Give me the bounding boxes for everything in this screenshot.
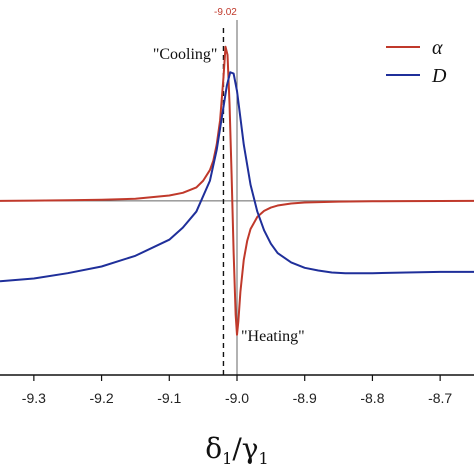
annotation-heating: "Heating" — [241, 328, 305, 345]
legend-label-d: D — [431, 65, 447, 87]
legend-label-alpha: α — [432, 37, 443, 59]
x-ticks: -9.3 -9.2 -9.1 -9.0 -8.9 -8.8 -8.7 — [22, 375, 452, 406]
series-layer — [0, 45, 474, 336]
x-tick-label: -9.1 — [157, 390, 181, 406]
x-label-sub2: 1 — [259, 449, 269, 468]
marker-label: -9.02 — [214, 7, 237, 18]
plot-area: -9.02 "Cooling" "Heating" — [0, 7, 474, 375]
x-axis-label: δ1/γ1 — [205, 432, 268, 468]
series-line-d — [0, 71, 474, 283]
series-line-alpha — [0, 45, 474, 336]
x-axis: -9.3 -9.2 -9.1 -9.0 -8.9 -8.8 -8.7 — [0, 374, 474, 406]
x-label-sep: /γ — [232, 432, 258, 465]
x-tick-label: -9.0 — [225, 390, 249, 406]
x-tick-label: -9.2 — [90, 390, 114, 406]
legend: α D — [386, 37, 447, 87]
x-tick-label: -9.3 — [22, 390, 46, 406]
x-tick-label: -8.9 — [293, 390, 317, 406]
x-label-delta: δ — [205, 432, 222, 465]
x-tick-label: -8.8 — [360, 390, 384, 406]
annotation-cooling: "Cooling" — [153, 46, 218, 63]
x-tick-label: -8.7 — [428, 390, 452, 406]
x-label-sub1: 1 — [222, 449, 232, 468]
